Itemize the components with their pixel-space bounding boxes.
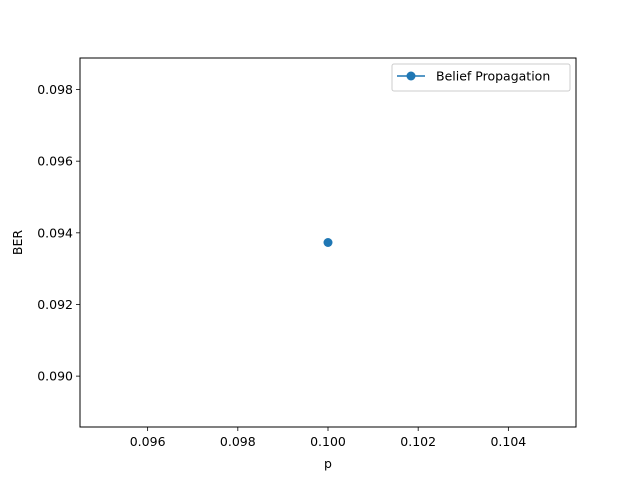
legend-marker-sample (406, 71, 416, 81)
x-axis-label: p (324, 456, 332, 471)
y-tick-label: 0.096 (37, 154, 73, 169)
data-point (323, 238, 333, 247)
x-tick-label: 0.098 (220, 434, 256, 449)
x-tick-label: 0.100 (310, 434, 346, 449)
y-tick-label: 0.092 (37, 297, 73, 312)
legend: Belief Propagation (391, 63, 571, 92)
legend-label: Belief Propagation (436, 69, 550, 84)
plot-frame (79, 57, 577, 428)
legend-box (391, 63, 571, 92)
y-tick-label: 0.094 (37, 225, 73, 240)
x-tick-label: 0.096 (130, 434, 166, 449)
y-axis-label: BER (10, 230, 25, 255)
y-axis-ticks: 0.090 0.092 0.094 0.096 0.098 (37, 82, 80, 384)
x-tick-label: 0.102 (400, 434, 436, 449)
y-tick-label: 0.098 (37, 82, 73, 97)
x-tick-label: 0.104 (490, 434, 526, 449)
x-axis-ticks: 0.096 0.098 0.100 0.102 0.104 (130, 427, 526, 449)
y-tick-label: 0.090 (37, 369, 73, 384)
series-layer (323, 238, 333, 247)
